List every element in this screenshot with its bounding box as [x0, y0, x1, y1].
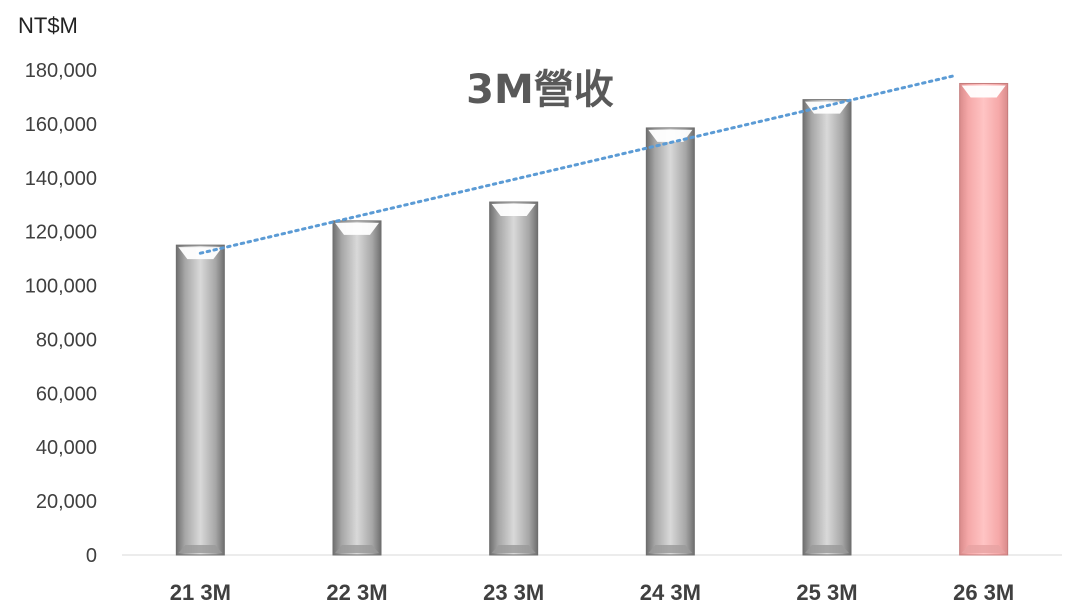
- chart-title: 3M營收: [466, 67, 614, 113]
- bar-base: [961, 545, 1006, 553]
- bar-bevel: [805, 101, 849, 114]
- x-tick-label: 26 3M: [953, 580, 1014, 605]
- bar-bevel: [335, 222, 379, 235]
- y-tick-label: 120,000: [25, 222, 97, 244]
- y-tick-label: 20,000: [36, 491, 97, 513]
- bar-base: [178, 545, 223, 553]
- y-tick-label: 160,000: [25, 114, 97, 136]
- bar-26-3m: [959, 82, 1009, 556]
- bar-bevel: [491, 204, 536, 217]
- bar-base: [805, 545, 849, 553]
- x-tick-label: 22 3M: [326, 580, 387, 605]
- y-tick-label: 0: [86, 545, 97, 567]
- bar-21-3m: [175, 244, 225, 556]
- bar-22-3m: [332, 220, 382, 556]
- bar-base: [335, 545, 379, 553]
- trendline: [198, 73, 958, 255]
- y-unit-label: NT$M: [18, 13, 78, 38]
- y-tick-label: 80,000: [36, 329, 97, 351]
- bar-24-3m: [645, 127, 695, 556]
- y-tick-label: 40,000: [36, 437, 97, 459]
- x-tick-label: 24 3M: [640, 580, 701, 605]
- y-tick-label: 60,000: [36, 383, 97, 405]
- bar-rect: [175, 244, 225, 556]
- bar-25-3m: [802, 99, 852, 556]
- bar-base: [648, 545, 693, 553]
- y-tick-label: 140,000: [25, 168, 97, 190]
- bar-bevel: [961, 85, 1006, 98]
- bar-bevel: [648, 129, 693, 142]
- bars: [175, 82, 1009, 556]
- bar-rect: [332, 220, 382, 556]
- bar-base: [491, 545, 536, 553]
- y-axis-ticks: 0 20,000 40,000 60,000 80,000 100,000 120,000 1…: [25, 60, 97, 567]
- x-tick-label: 25 3M: [796, 580, 857, 605]
- x-tick-label: 23 3M: [483, 580, 544, 605]
- bar-23-3m: [489, 201, 539, 556]
- bar-rect: [489, 201, 539, 556]
- bar-rect: [802, 99, 852, 556]
- x-axis-ticks: 21 3M 22 3M 23 3M 24 3M 25 3M 26 3M: [170, 580, 1014, 605]
- y-tick-label: 180,000: [25, 60, 97, 82]
- bar-rect: [645, 127, 695, 556]
- y-tick-label: 100,000: [25, 276, 97, 298]
- x-tick-label: 21 3M: [170, 580, 231, 605]
- bar-rect: [959, 82, 1009, 556]
